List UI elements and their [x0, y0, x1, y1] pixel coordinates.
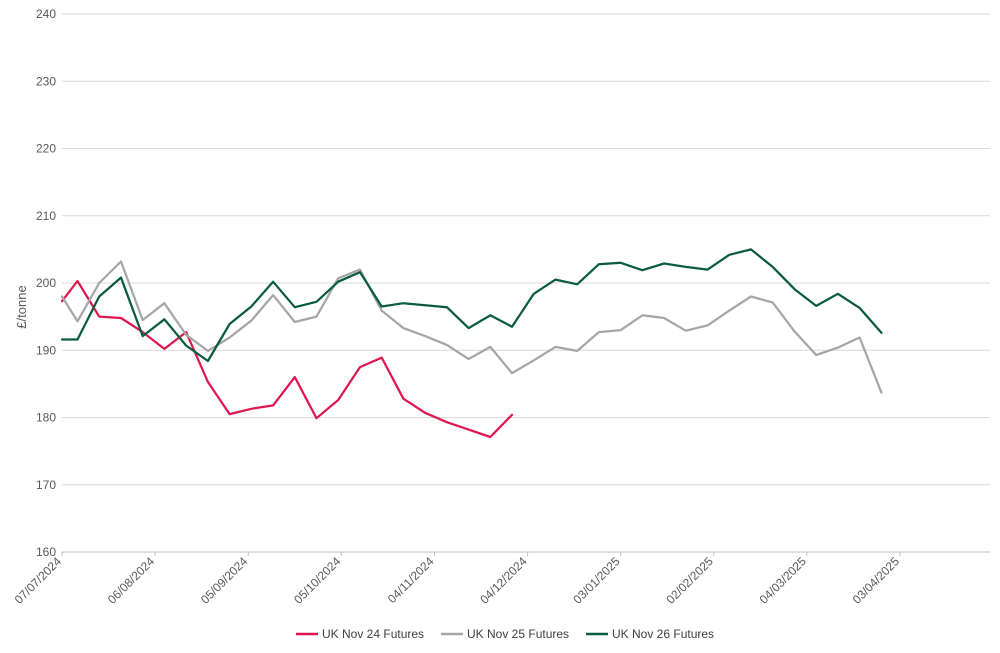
legend-label: UK Nov 25 Futures: [467, 627, 569, 641]
series-line-1: [60, 279, 514, 439]
y-tick-label: 160: [36, 545, 56, 559]
gridlines: [62, 13, 990, 553]
y-tick-label: 230: [36, 74, 56, 88]
series-line-3: [60, 248, 883, 363]
x-tick-label: 06/08/2024: [105, 554, 158, 607]
x-tick-label: 03/04/2025: [850, 554, 903, 607]
x-tick-label: 04/03/2025: [757, 554, 810, 607]
y-tick-label: 210: [36, 209, 56, 223]
x-axis-ticks: 07/07/2024 06/08/2024 05/09/2024 05/10/2024…: [12, 552, 903, 607]
x-tick-label: 05/10/2024: [291, 554, 344, 607]
x-tick-label: 05/09/2024: [198, 554, 251, 607]
y-axis-ticks: 160 170 180 190 200 210 220 230 240: [36, 7, 56, 559]
legend-label: UK Nov 24 Futures: [322, 627, 424, 641]
y-tick-label: 180: [36, 411, 56, 425]
x-tick-label: 03/01/2025: [570, 554, 623, 607]
x-tick-label: 04/12/2024: [477, 554, 530, 607]
y-tick-label: 170: [36, 478, 56, 492]
y-tick-label: 200: [36, 276, 56, 290]
series-line-2: [60, 260, 883, 394]
y-axis-title: £/tonne: [14, 285, 29, 328]
y-tick-label: 190: [36, 343, 56, 357]
series-lines: [60, 248, 883, 439]
legend-label: UK Nov 26 Futures: [612, 627, 714, 641]
legend: UK Nov 24 Futures UK Nov 25 Futures UK Nov…: [296, 627, 714, 641]
x-tick-label: 07/07/2024: [12, 554, 65, 607]
y-tick-label: 240: [36, 7, 56, 21]
x-tick-label: 04/11/2024: [385, 554, 437, 606]
x-tick-label: 02/02/2025: [664, 554, 717, 607]
y-tick-label: 220: [36, 142, 56, 156]
